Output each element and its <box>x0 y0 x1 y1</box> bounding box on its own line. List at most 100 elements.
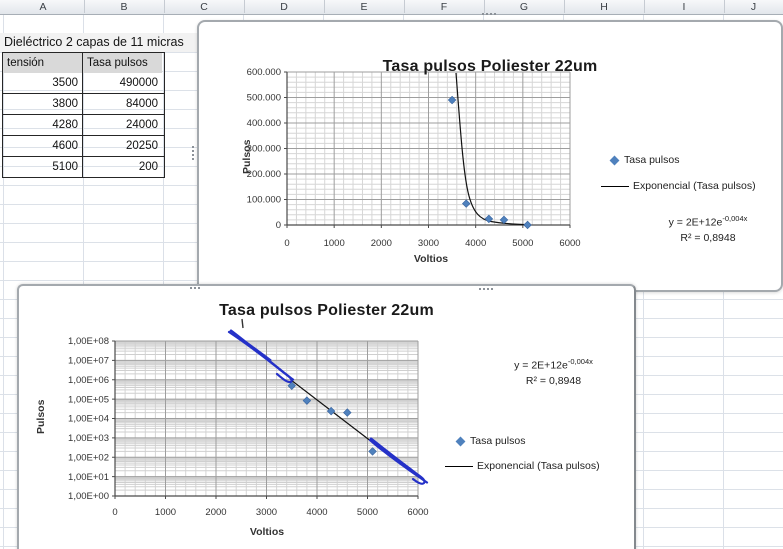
y-tick-label: 0 <box>276 220 281 231</box>
y-tick-label: 1,00E+02 <box>68 452 109 463</box>
x-tick-label: 1000 <box>324 238 345 249</box>
y-axis-title: Pulsos <box>35 399 47 434</box>
chart-window-linear[interactable]: 0 1000 2000 3000 4000 5000 6000 600.000 500.000 4… <box>197 20 783 292</box>
note-row-shading <box>0 33 197 52</box>
table-cell[interactable]: 4280 <box>3 115 83 135</box>
chart-window-log[interactable]: 0 1000 2000 3000 4000 5000 6000 1,00E+08 1,00E+0… <box>17 284 636 549</box>
y-tick-label: 1,00E+07 <box>68 356 109 367</box>
table-cell[interactable]: 5100 <box>3 157 83 177</box>
table-header-tasa-pulsos[interactable]: Tasa pulsos <box>83 53 162 73</box>
x-tick-label: 5000 <box>357 507 378 518</box>
y-tick-label: 400.000 <box>247 118 281 129</box>
data-point-marker[interactable] <box>523 220 532 230</box>
y-tick-label: 500.000 <box>247 93 281 104</box>
column-header-d[interactable]: D <box>244 0 325 13</box>
column-header-i[interactable]: I <box>644 0 725 13</box>
ink-stroke <box>232 333 282 371</box>
y-tick-label: 100.000 <box>247 195 281 206</box>
y-tick-label: 1,00E+05 <box>68 394 109 405</box>
ink-annotation <box>227 329 429 485</box>
chart-frame-handle[interactable] <box>192 146 194 160</box>
column-header-b[interactable]: B <box>84 0 165 13</box>
table-header-tension[interactable]: tensión <box>3 53 83 73</box>
x-axis-title: Voltios <box>249 526 285 538</box>
table-body: 3500 490000 3800 84000 4280 24000 4600 20250 510… <box>3 73 164 177</box>
x-tick-label: 4000 <box>465 238 486 249</box>
table-header-row: tensión Tasa pulsos <box>3 53 164 73</box>
x-tick-label: 2000 <box>371 238 392 249</box>
chart-frame-handle[interactable] <box>482 13 496 15</box>
data-point-marker[interactable] <box>462 199 471 208</box>
y-tick-label: 300.000 <box>247 144 281 155</box>
column-header-e[interactable]: E <box>324 0 405 13</box>
column-header-c[interactable]: C <box>164 0 245 13</box>
data-point-marker[interactable] <box>287 381 296 390</box>
data-point-marker[interactable] <box>326 406 336 416</box>
x-tick-label: 6000 <box>559 238 580 249</box>
data-point-marker[interactable] <box>447 95 457 105</box>
legend-marker-icon <box>455 436 466 446</box>
x-tick-label: 5000 <box>512 238 533 249</box>
table-row: 3500 490000 <box>3 73 164 93</box>
x-tick-label: 2000 <box>205 507 226 518</box>
x-tick-label: 6000 <box>407 507 428 518</box>
column-header-g[interactable]: G <box>484 0 565 13</box>
table-row: 4600 20250 <box>3 135 164 156</box>
trendline-exponential[interactable] <box>455 72 529 226</box>
legend-trend-label: Exponencial (Tasa pulsos) <box>477 460 600 472</box>
chart-frame-handle[interactable] <box>190 287 200 289</box>
table-cell[interactable]: 4600 <box>3 136 83 156</box>
y-tick-label: 600.000 <box>247 67 281 78</box>
x-tick-label: 0 <box>112 507 117 518</box>
data-point-marker[interactable] <box>343 408 352 417</box>
column-header-f[interactable]: F <box>404 0 485 13</box>
x-tick-label: 3000 <box>256 507 277 518</box>
table-row: 3800 84000 <box>3 93 164 114</box>
y-tick-label: 1,00E+03 <box>68 433 109 444</box>
table-cell[interactable]: 200 <box>138 161 158 173</box>
y-tick-label: 200.000 <box>247 169 281 180</box>
stray-mark <box>241 318 244 329</box>
ink-stroke <box>229 329 293 384</box>
column-header-h[interactable]: H <box>564 0 645 13</box>
chart-frame-handle[interactable] <box>479 288 493 290</box>
legend-trend-label: Exponencial (Tasa pulsos) <box>633 180 756 192</box>
legend-marker-icon <box>609 155 620 165</box>
data-table: tensión Tasa pulsos 3500 490000 3800 84000 4… <box>2 52 165 178</box>
data-point-marker[interactable] <box>484 214 494 224</box>
table-row: 4280 24000 <box>3 114 164 135</box>
y-axis-title: Pulsos <box>241 139 253 174</box>
x-tick-label: 4000 <box>306 507 327 518</box>
legend-series-label: Tasa pulsos <box>470 435 526 447</box>
chart-title: Tasa pulsos Poliester 22um <box>219 302 434 319</box>
ink-stroke <box>372 441 412 470</box>
x-axis-title: Voltios <box>413 253 449 265</box>
table-cell[interactable]: 24000 <box>126 119 158 131</box>
y-tick-label: 1,00E+00 <box>68 491 109 502</box>
table-cell[interactable]: 3500 <box>3 73 83 93</box>
trendline-equation: y = 2E+12e-0,004x R² = 0,8948 <box>668 214 748 244</box>
x-tick-label: 0 <box>284 238 289 249</box>
data-point-marker[interactable] <box>368 447 377 456</box>
x-tick-label: 3000 <box>418 238 439 249</box>
table-cell[interactable]: 84000 <box>126 98 158 110</box>
table-cell[interactable]: 490000 <box>119 77 158 89</box>
legend-trendline-icon <box>601 185 629 187</box>
table-cell[interactable]: 3800 <box>3 94 83 114</box>
y-tick-label: 1,00E+01 <box>68 472 109 483</box>
y-tick-label: 1,00E+06 <box>68 375 109 386</box>
trendline-equation: y = 2E+12e-0,004x R² = 0,8948 <box>514 357 593 387</box>
column-header-a[interactable]: A <box>2 0 85 13</box>
table-cell[interactable]: 20250 <box>126 140 158 152</box>
legend-series-label: Tasa pulsos <box>624 154 680 166</box>
chart-plot-linear[interactable]: 0 1000 2000 3000 4000 5000 6000 600.000 500.000 4… <box>199 22 781 289</box>
legend-trendline-icon <box>445 465 473 467</box>
data-point-marker[interactable] <box>499 215 509 225</box>
data-point-marker[interactable] <box>302 396 312 405</box>
table-row: 5100 200 <box>3 156 164 177</box>
sheet-note-cell[interactable]: Dieléctrico 2 capas de 11 micras <box>4 35 184 49</box>
chart-plot-log[interactable]: 0 1000 2000 3000 4000 5000 6000 1,00E+08 1,00E+0… <box>19 286 634 549</box>
column-header-j[interactable]: J <box>724 0 783 13</box>
